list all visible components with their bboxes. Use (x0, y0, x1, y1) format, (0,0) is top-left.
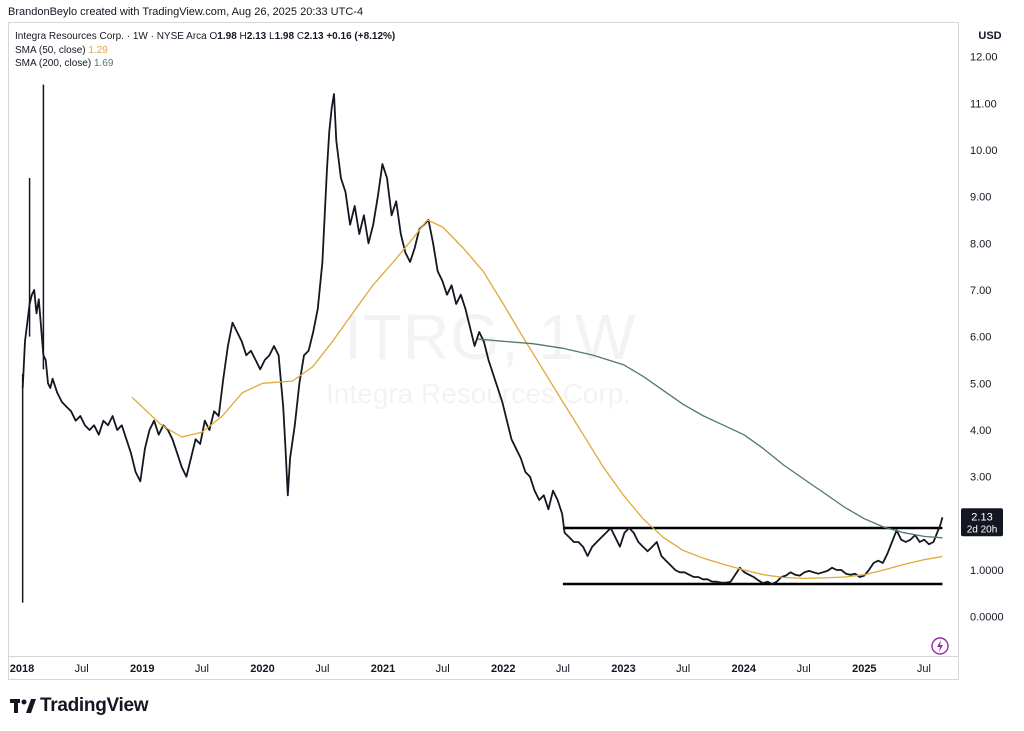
series-lines (21, 93, 944, 585)
time-tick-label: Jul (556, 663, 570, 675)
price-tick-label: 10.00 (970, 145, 998, 157)
legend-low: 1.98 (274, 31, 295, 42)
time-tick-label: 2021 (371, 663, 395, 675)
legend-high: 2.13 (246, 31, 267, 42)
price-line (21, 93, 944, 585)
time-tick-label: Jul (797, 663, 811, 675)
last-price-tag-box (961, 508, 1003, 537)
currency-label[interactable]: USD (978, 30, 1002, 42)
chart-credit: BrandonBeylo created with TradingView.co… (8, 6, 364, 18)
last-price-value: 2.13 (971, 511, 992, 523)
price-tick-label: 12.00 (970, 52, 998, 64)
price-tick-label: 0.0000 (970, 612, 1004, 624)
legend-sma200-value: 1.69 (93, 58, 114, 69)
price-axis-divider (958, 22, 959, 680)
lightning-icon-ring (931, 637, 949, 655)
legend-close-label: C (296, 31, 305, 42)
price-tick-label: 3.00 (970, 472, 991, 484)
time-tick-label: 2020 (250, 663, 274, 675)
horizontal-levels (562, 526, 943, 586)
legend-close: 2.13 (304, 31, 324, 42)
bar-countdown: 2d 20h (967, 524, 998, 535)
legend-sma50-row: SMA (50, close) 1.29 (15, 44, 395, 58)
time-tick-label: Jul (195, 663, 209, 675)
tradingview-logo[interactable]: TradingView (10, 695, 149, 717)
time-tick-label: Jul (315, 663, 329, 675)
legend-sma200-row: SMA (200, close) 1.69 (15, 57, 395, 71)
time-axis-ticks: 2018 Jul 2019 Jul 2020 Jul 2021 Jul 2022 Jul 2023 J… (10, 663, 931, 675)
legend-sma200-label: SMA (200, close) (15, 58, 92, 69)
sma200-line (477, 338, 943, 539)
price-tick-label: 4.00 (970, 425, 991, 437)
price-tick-label: 5.00 (970, 378, 991, 390)
time-tick-label: 2022 (491, 663, 515, 675)
tradingview-logo-text: TradingView (40, 695, 149, 716)
lightning-icon[interactable] (931, 637, 949, 655)
lightning-icon-bolt (937, 640, 943, 652)
price-tick-label: 1.0000 (970, 565, 1004, 577)
price-tick-label: 9.00 (970, 192, 991, 204)
legend-open-label: O (209, 31, 218, 42)
price-tick-label: 11.00 (970, 98, 997, 110)
legend-change: +0.16 (+8.12%) (326, 31, 396, 42)
legend-sma50-label: SMA (50, close) (15, 44, 86, 56)
time-tick-label: 2024 (732, 663, 757, 675)
legend-low-label: L (269, 31, 275, 42)
time-tick-label: 2023 (611, 663, 635, 675)
price-tick-label: 6.00 (970, 332, 991, 344)
time-tick-label: Jul (436, 663, 450, 675)
price-axis-ticks: 12.00 11.00 10.00 9.00 8.00 7.00 6.00 5.00 4.00 3… (970, 52, 1004, 624)
legend-high-label: H (239, 31, 247, 42)
legend-symbol-row: Integra Resources Corp. · 1W · NYSE Arca… (15, 30, 395, 44)
legend-symbol: Integra Resources Corp. · 1W · NYSE Arca (15, 31, 207, 42)
time-tick-label: Jul (75, 663, 89, 675)
price-tick-label: 7.00 (970, 285, 991, 297)
price-tick-label: 8.00 (970, 238, 991, 250)
time-axis-divider (8, 656, 959, 657)
time-tick-label: Jul (917, 663, 931, 675)
chart-legend: Integra Resources Corp. · 1W · NYSE Arca… (15, 30, 395, 71)
time-tick-label: Jul (676, 663, 690, 675)
time-tick-label: 2025 (852, 663, 876, 675)
time-tick-label: 2019 (130, 663, 154, 675)
legend-sma50-value: 1.29 (88, 44, 108, 56)
tradingview-logo-icon (10, 699, 36, 713)
time-tick-label: 2018 (10, 663, 34, 675)
legend-open: 1.98 (217, 31, 237, 42)
sma50-line (131, 219, 943, 580)
